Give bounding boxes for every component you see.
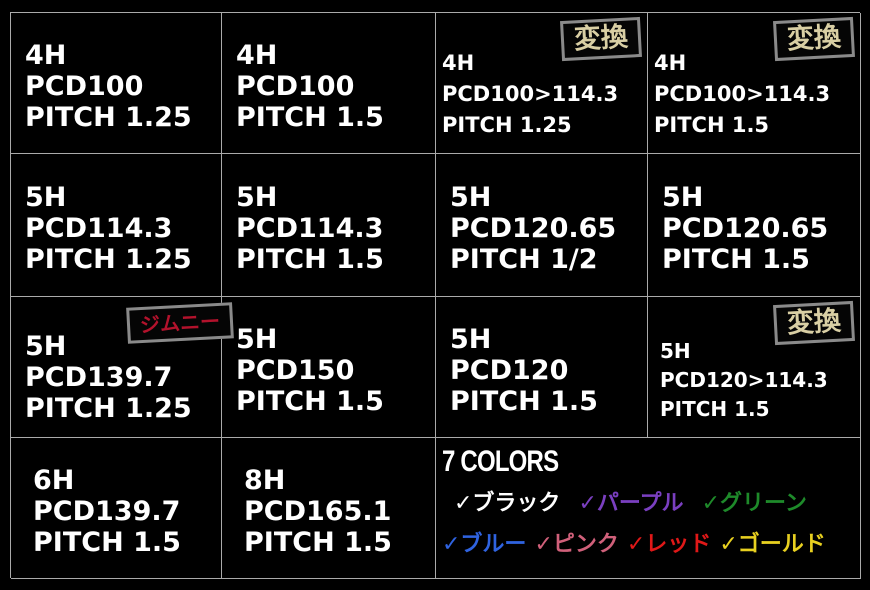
pitch: PITCH 1.5 xyxy=(450,385,598,417)
holes: 5H xyxy=(450,181,492,213)
cell-7: 5H PCD120.65 PITCH 1.5 xyxy=(648,154,861,297)
pcd: PCD139.7 xyxy=(33,495,181,527)
pcd: PCD120>114.3 xyxy=(660,367,828,392)
holes: 8H xyxy=(244,464,286,496)
jimny-badge: ジムニー xyxy=(126,302,234,344)
pcd: PCD100>114.3 xyxy=(654,81,831,106)
pcd: PCD150 xyxy=(236,354,355,386)
pcd: PCD100 xyxy=(25,70,144,102)
pitch: PITCH 1.5 xyxy=(236,243,384,275)
pitch: PITCH 1.25 xyxy=(25,392,192,424)
colors-panel: 7 COLORS ✓ブラック ✓パープル ✓グリーン ✓ブルー ✓ピンク ✓レッ… xyxy=(436,438,861,579)
cell-12: 6H PCD139.7 PITCH 1.5 xyxy=(11,438,222,579)
pitch: PITCH 1.5 xyxy=(662,243,810,275)
pitch: PITCH 1/2 xyxy=(450,243,598,275)
cell-13: 8H PCD165.1 PITCH 1.5 xyxy=(222,438,436,579)
cell-4: 5H PCD114.3 PITCH 1.25 xyxy=(11,154,222,297)
holes: 5H xyxy=(236,181,278,213)
cell-2: 変換 4H PCD100>114.3 PITCH 1.25 xyxy=(436,13,648,154)
holes: 4H xyxy=(25,39,67,71)
pitch: PITCH 1.5 xyxy=(654,112,770,137)
pitch: PITCH 1.5 xyxy=(244,526,392,558)
color-blue: ✓ブルー xyxy=(442,532,527,557)
pitch: PITCH 1.25 xyxy=(25,101,192,133)
colors-row-2: ✓ブルー ✓ピンク ✓レッド ✓ゴールド xyxy=(442,529,860,560)
pcd: PCD120.65 xyxy=(450,212,617,244)
conversion-badge: 変換 xyxy=(773,16,855,62)
conversion-badge: 変換 xyxy=(773,300,855,346)
pitch: PITCH 1.25 xyxy=(442,112,572,137)
cell-5: 5H PCD114.3 PITCH 1.5 xyxy=(222,154,436,297)
color-purple: ✓パープル xyxy=(578,491,684,516)
cell-1: 4H PCD100 PITCH 1.5 xyxy=(222,13,436,154)
pitch: PITCH 1.5 xyxy=(33,526,181,558)
pcd-grid: 4H PCD100 PITCH 1.25 4H PCD100 PITCH 1.5 変換 4… xyxy=(10,12,861,579)
pcd: PCD120.65 xyxy=(662,212,829,244)
pcd: PCD114.3 xyxy=(236,212,384,244)
pitch: PITCH 1.5 xyxy=(236,385,384,417)
cell-0: 4H PCD100 PITCH 1.25 xyxy=(11,13,222,154)
holes: 5H xyxy=(25,330,67,362)
holes: 5H xyxy=(660,338,691,363)
color-red: ✓レッド xyxy=(626,532,712,557)
holes: 4H xyxy=(654,50,687,75)
cell-3: 変換 4H PCD100>114.3 PITCH 1.5 xyxy=(648,13,861,154)
color-gold: ✓ゴールド xyxy=(719,532,826,557)
cell-6: 5H PCD120.65 PITCH 1/2 xyxy=(436,154,648,297)
pcd: PCD114.3 xyxy=(25,212,173,244)
pcd: PCD100>114.3 xyxy=(442,81,619,106)
color-black: ✓ブラック xyxy=(454,491,561,516)
pcd: PCD120 xyxy=(450,354,569,386)
holes: 5H xyxy=(25,181,67,213)
pcd: PCD165.1 xyxy=(244,495,392,527)
cell-8: ジムニー 5H PCD139.7 PITCH 1.25 xyxy=(11,297,234,438)
color-green: ✓グリーン xyxy=(701,491,807,516)
cell-11: 変換 5H PCD120>114.3 PITCH 1.5 xyxy=(648,297,861,438)
conversion-badge: 変換 xyxy=(560,16,642,62)
pitch: PITCH 1.5 xyxy=(660,396,770,421)
pcd: PCD139.7 xyxy=(25,361,173,393)
color-pink: ✓ピンク xyxy=(534,532,619,557)
holes: 5H xyxy=(450,323,492,355)
holes: 5H xyxy=(662,181,704,213)
pitch: PITCH 1.25 xyxy=(25,243,192,275)
holes: 4H xyxy=(442,50,475,75)
cell-9: 5H PCD150 PITCH 1.5 xyxy=(222,297,436,438)
pitch: PITCH 1.5 xyxy=(236,101,384,133)
colors-title: 7 COLORS xyxy=(442,445,559,478)
cell-10: 5H PCD120 PITCH 1.5 xyxy=(436,297,648,438)
holes: 6H xyxy=(33,464,75,496)
holes: 5H xyxy=(236,323,278,355)
colors-row-1: ✓ブラック ✓パープル ✓グリーン xyxy=(442,488,860,519)
holes: 4H xyxy=(236,39,278,71)
pcd: PCD100 xyxy=(236,70,355,102)
